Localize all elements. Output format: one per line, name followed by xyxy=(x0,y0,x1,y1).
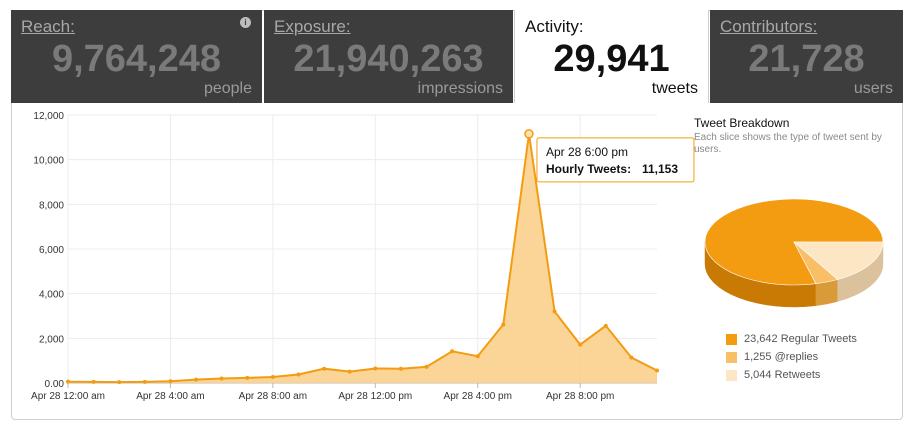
data-point xyxy=(501,322,506,327)
legend-item-retweets[interactable]: 5,044 Retweets xyxy=(726,366,857,384)
y-tick-label: 0.00 xyxy=(45,379,65,390)
data-point xyxy=(578,342,583,347)
y-tick-label: 4,000 xyxy=(39,290,64,301)
chart-tooltip: Apr 28 6:00 pm Hourly Tweets: 11,153 xyxy=(536,137,695,183)
data-point xyxy=(245,375,250,380)
data-point xyxy=(66,379,70,384)
data-point xyxy=(117,380,122,385)
legend-swatch xyxy=(726,333,737,345)
data-point xyxy=(450,349,455,354)
tab-activity-unit: tweets xyxy=(651,80,698,97)
tab-contributors-title[interactable]: Contributors: xyxy=(720,17,818,36)
data-point xyxy=(270,374,275,379)
series-hourly-tweets xyxy=(66,129,659,385)
data-point xyxy=(398,366,403,371)
data-point xyxy=(475,354,480,359)
info-icon[interactable]: i xyxy=(240,17,251,28)
y-tick-label: 8,000 xyxy=(39,200,64,211)
tab-exposure-unit: impressions xyxy=(417,80,503,97)
pie-title: Tweet Breakdown xyxy=(694,116,790,130)
pie-legend: 23,642 Regular Tweets 1,255 @replies 5,0… xyxy=(726,330,857,384)
x-tick-label: Apr 28 4:00 pm xyxy=(444,391,512,402)
x-axis: Apr 28 12:00 am Apr 28 4:00 am Apr 28 8:00… xyxy=(31,382,657,402)
tab-reach[interactable]: Reach: i 9,764,248 people xyxy=(11,10,262,103)
data-point xyxy=(296,372,301,377)
series-line xyxy=(67,133,658,384)
tab-activity-title[interactable]: Activity: xyxy=(525,17,584,36)
data-point xyxy=(168,379,173,384)
x-tick-label: Apr 28 4:00 am xyxy=(136,391,204,402)
legend-label: 5,044 Retweets xyxy=(744,369,821,381)
tooltip-value: 11,153 xyxy=(642,162,678,176)
y-axis: 0.00 2,000 4,000 6,000 8,000 10,000 12,000 xyxy=(33,111,64,390)
tooltip-label: Hourly Tweets: xyxy=(546,162,631,176)
tab-exposure-value: 21,940,263 xyxy=(293,38,484,80)
y-tick-label: 2,000 xyxy=(39,334,64,345)
tab-exposure[interactable]: Exposure: 21,940,263 impressions xyxy=(264,10,513,103)
tab-contributors[interactable]: Contributors: 21,728 users xyxy=(710,10,903,103)
x-tick-label: Apr 28 12:00 am xyxy=(31,391,105,402)
legend-swatch xyxy=(726,369,737,381)
data-point xyxy=(629,355,634,360)
series-area-fill xyxy=(68,133,657,383)
tab-activity-value: 29,941 xyxy=(553,38,670,80)
data-point xyxy=(603,323,608,328)
data-point xyxy=(142,379,147,384)
tab-reach-unit: people xyxy=(203,80,252,97)
tab-contributors-unit: users xyxy=(853,80,893,97)
x-tick-label: Apr 28 8:00 am xyxy=(239,391,307,402)
data-point xyxy=(219,376,224,381)
data-point xyxy=(194,377,199,382)
legend-label: 1,255 @replies xyxy=(744,351,819,363)
data-point xyxy=(373,366,378,371)
data-point xyxy=(552,309,557,314)
x-tick-label: Apr 28 12:00 pm xyxy=(338,391,412,402)
tab-contributors-value: 21,728 xyxy=(748,38,865,80)
x-tick-label: Apr 28 8:00 pm xyxy=(546,391,614,402)
tab-reach-title[interactable]: Reach: xyxy=(21,17,75,36)
tab-exposure-title[interactable]: Exposure: xyxy=(274,17,351,36)
legend-item-regular[interactable]: 23,642 Regular Tweets xyxy=(726,330,857,348)
tab-reach-value: 9,764,248 xyxy=(51,38,222,80)
tooltip-title: Apr 28 6:00 pm xyxy=(546,145,628,159)
legend-item-replies[interactable]: 1,255 @replies xyxy=(726,348,857,366)
legend-label: 23,642 Regular Tweets xyxy=(744,333,857,345)
pie-subtitle: Each slice shows the type of tweet sent … xyxy=(694,132,882,155)
data-point xyxy=(424,364,429,369)
tab-activity[interactable]: Activity: 29,941 tweets xyxy=(514,10,709,103)
y-tick-label: 10,000 xyxy=(33,156,64,167)
data-point xyxy=(322,366,327,371)
data-point xyxy=(347,369,352,374)
y-tick-label: 12,000 xyxy=(33,111,64,122)
legend-swatch xyxy=(726,351,737,363)
tooltip-box xyxy=(536,137,695,183)
data-point xyxy=(655,368,659,373)
y-tick-label: 6,000 xyxy=(39,245,64,256)
data-point xyxy=(91,379,96,384)
metric-tabs: Reach: i 9,764,248 people Exposure: 21,9… xyxy=(11,10,903,103)
highlighted-point xyxy=(524,129,534,139)
